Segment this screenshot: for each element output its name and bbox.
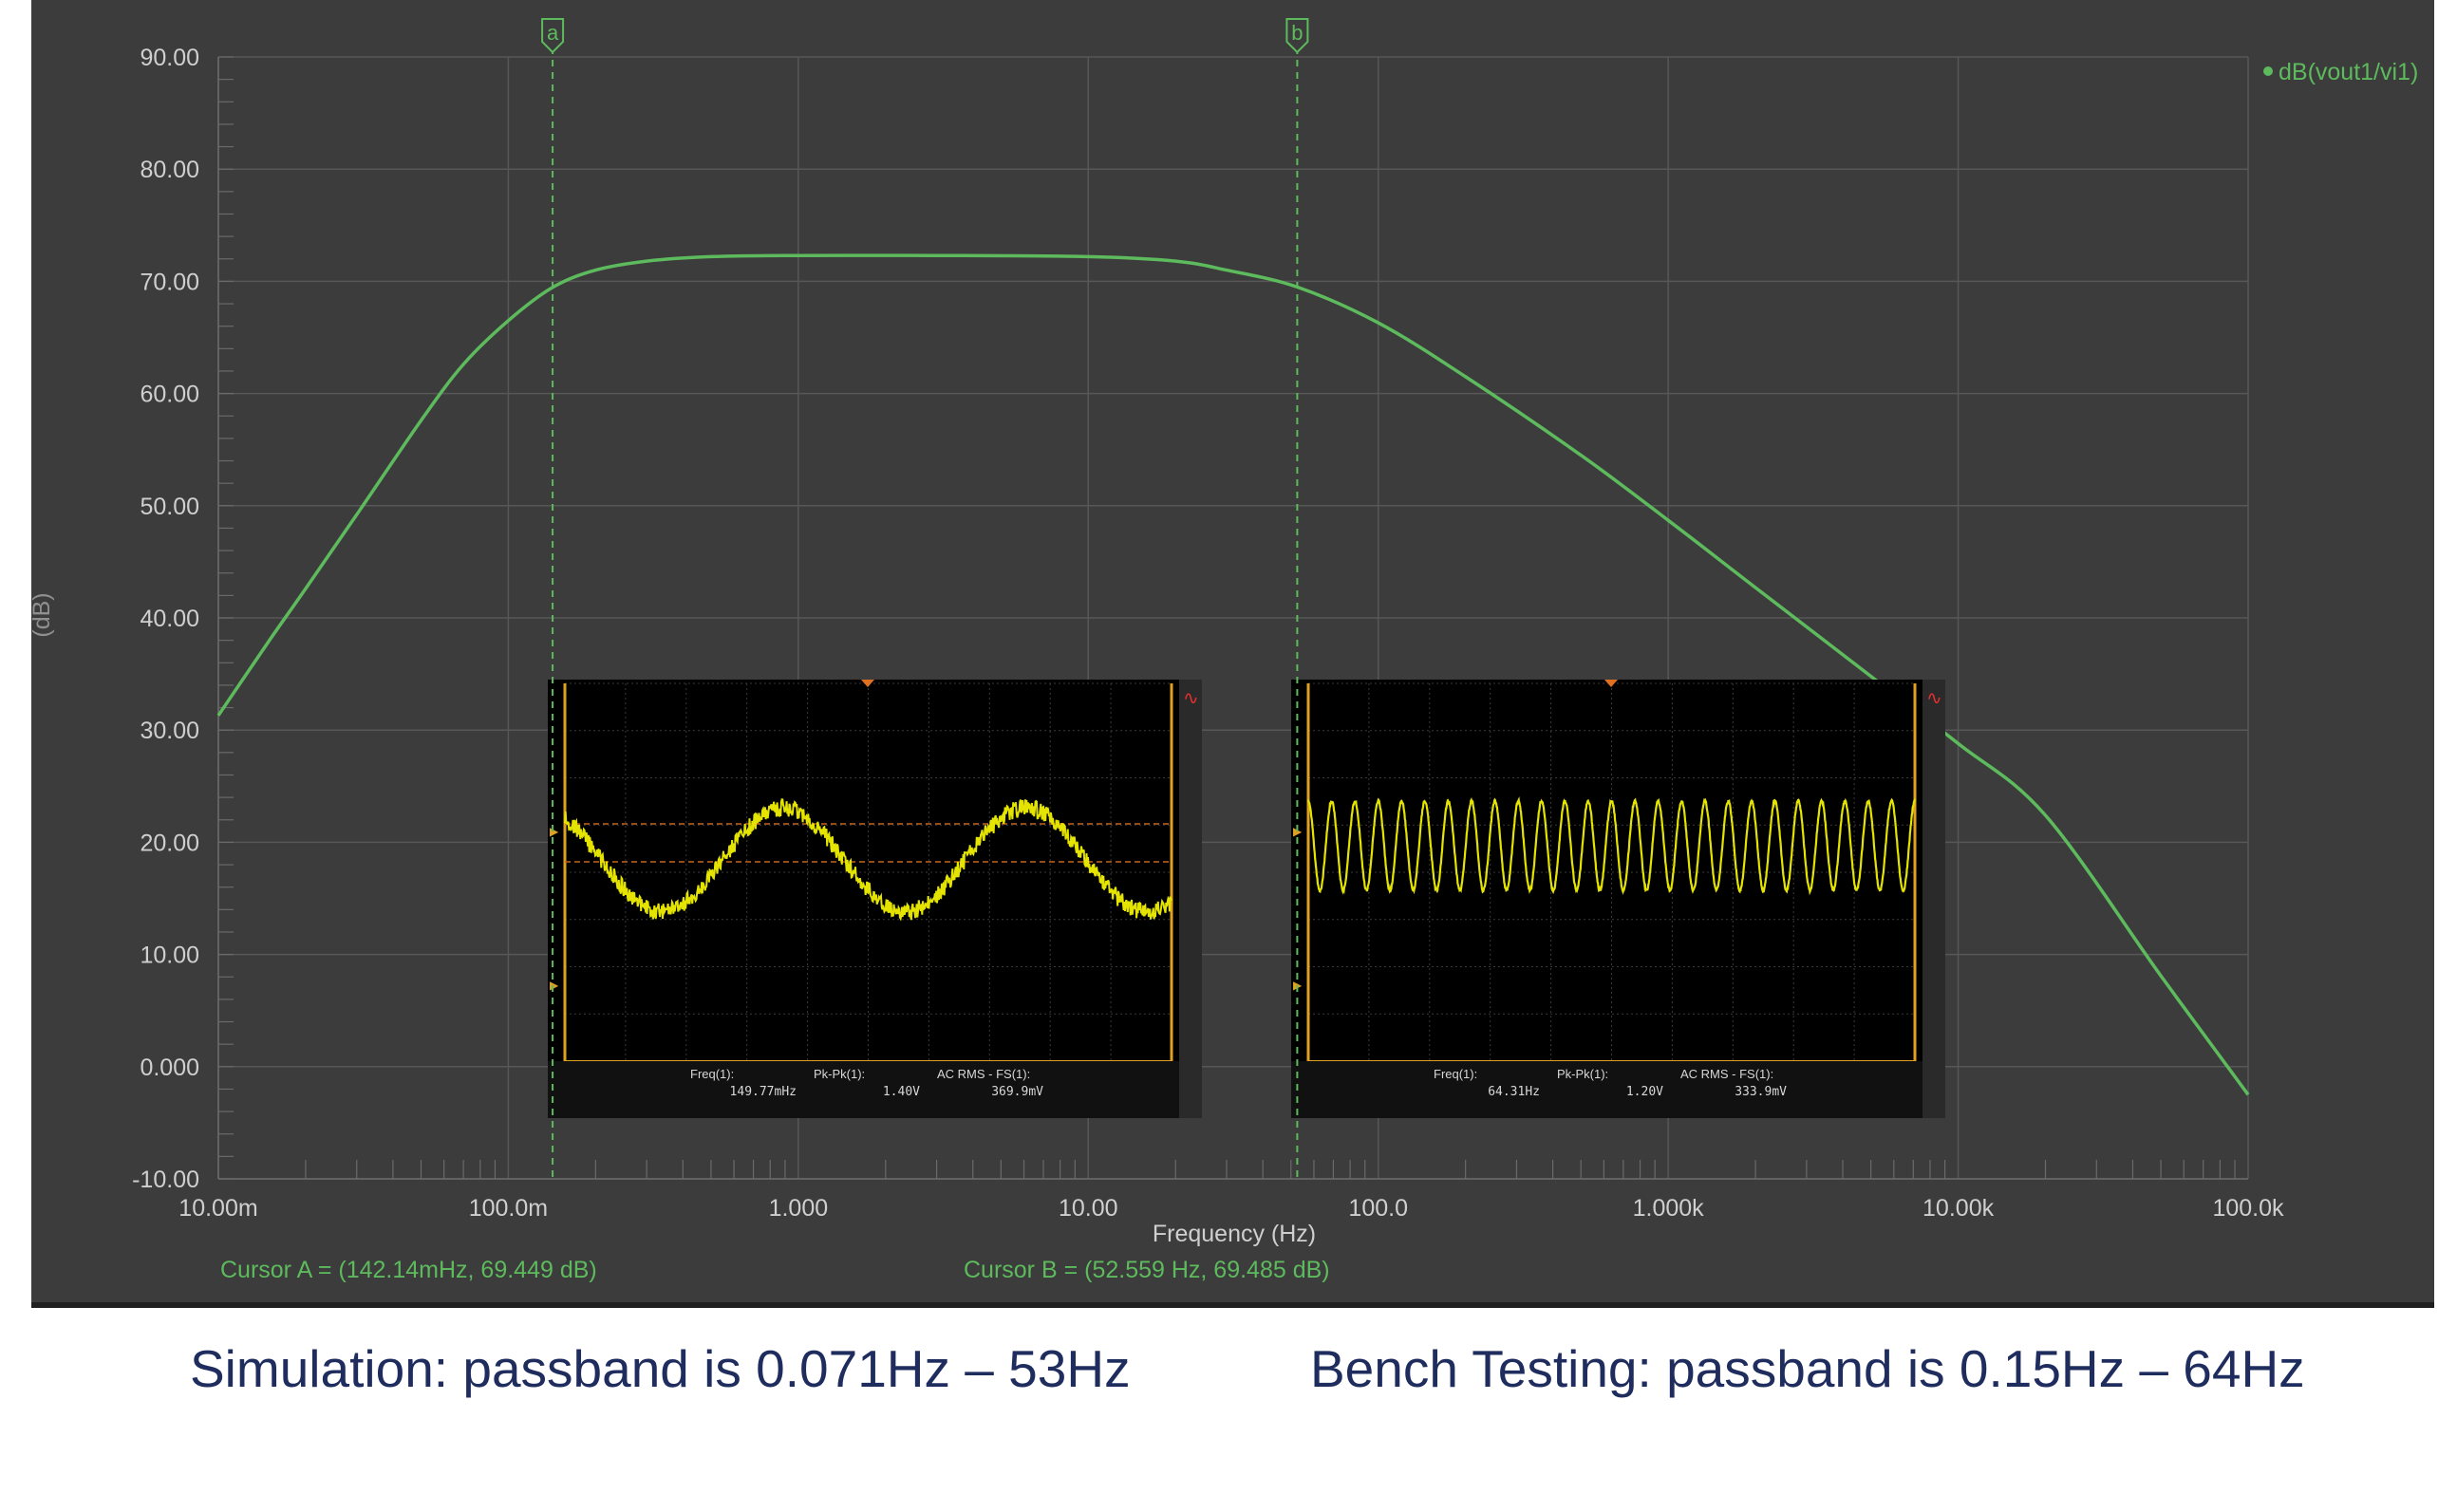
scope-waveform bbox=[1306, 796, 1917, 896]
scope-inset-1: ▶ ▶ ∿ Freq(1): 149.77mHz Pk-Pk(1): 1.40V AC RMS… bbox=[548, 680, 1202, 1118]
scope-screen bbox=[1291, 680, 1945, 1118]
y-tick-label: 20.00 bbox=[140, 830, 199, 856]
y-tick-label: -10.00 bbox=[132, 1167, 199, 1193]
scope-run-icon: ∿ bbox=[1926, 686, 1942, 709]
scope-measure-value: 369.9mV bbox=[991, 1085, 1043, 1099]
bench-caption: Bench Testing: passband is 0.15Hz – 64Hz bbox=[1310, 1339, 2305, 1398]
scope-ground-marker: ▶ bbox=[550, 979, 559, 992]
simulation-caption: Simulation: passband is 0.071Hz – 53Hz bbox=[190, 1339, 1131, 1398]
plot-bottom-strip bbox=[31, 1302, 2434, 1308]
x-tick-label: 10.00k bbox=[1922, 1195, 1995, 1222]
axes: 90.00 80.00 70.00 60.00 50.00 40.00 30.00 20.00… bbox=[132, 45, 2284, 1222]
legend-marker bbox=[2263, 66, 2273, 76]
legend-label[interactable]: dB(vout1/vi1) bbox=[2279, 59, 2418, 85]
scope-measure-label: Pk-Pk(1): bbox=[1557, 1067, 1608, 1081]
scope-measure-value: 333.9mV bbox=[1735, 1085, 1787, 1099]
x-tick-label: 100.0k bbox=[2212, 1195, 2284, 1222]
cursor-b-flag bbox=[1285, 18, 1309, 54]
y-tick-label: 80.00 bbox=[140, 157, 199, 183]
cursor-b-marker-label: b bbox=[1291, 21, 1303, 45]
cursor-a-readout: Cursor A = (142.14mHz, 69.449 dB) bbox=[220, 1257, 597, 1283]
scope-measure-value: 1.40V bbox=[883, 1085, 920, 1099]
x-tick-label: 1.000 bbox=[769, 1195, 829, 1222]
y-axis-label: (dB) bbox=[28, 592, 55, 637]
scope-side-strip bbox=[1179, 680, 1202, 1118]
scope-measure-label: AC RMS - FS(1): bbox=[1680, 1067, 1773, 1081]
y-tick-label: 30.00 bbox=[140, 718, 199, 744]
x-tick-label: 10.00 bbox=[1059, 1195, 1118, 1222]
scope-side-strip bbox=[1922, 680, 1945, 1118]
chart-labels: (dB) Frequency (Hz) Cursor A = (142.14mH… bbox=[28, 59, 2418, 1283]
y-tick-label: 0.000 bbox=[140, 1055, 199, 1081]
scope-measure-value: 64.31Hz bbox=[1488, 1085, 1540, 1099]
cursor-b-readout: Cursor B = (52.559 Hz, 69.485 dB) bbox=[964, 1257, 1330, 1283]
scope-measure-value: 149.77mHz bbox=[730, 1085, 797, 1099]
scope-trigger-marker bbox=[861, 680, 874, 687]
scope-measure-label: Pk-Pk(1): bbox=[814, 1067, 865, 1081]
y-tick-label: 60.00 bbox=[140, 382, 199, 408]
scope-run-icon: ∿ bbox=[1183, 686, 1199, 709]
scope-measure-value: 1.20V bbox=[1626, 1085, 1663, 1099]
scope-waveform bbox=[564, 798, 1172, 922]
y-tick-label: 10.00 bbox=[140, 943, 199, 969]
x-tick-label: 1.000k bbox=[1633, 1195, 1705, 1222]
scope-measure-bar bbox=[548, 1061, 1179, 1118]
scope-measure-bar bbox=[1291, 1061, 1922, 1118]
x-tick-label: 10.00m bbox=[178, 1195, 257, 1222]
scope-trigger-marker bbox=[1604, 680, 1618, 687]
scope-measure-label: Freq(1): bbox=[1434, 1067, 1477, 1081]
y-tick-label: 90.00 bbox=[140, 45, 199, 71]
y-tick-label: 70.00 bbox=[140, 269, 199, 295]
plot-panel bbox=[31, 0, 2434, 1302]
x-tick-label: 100.0m bbox=[469, 1195, 548, 1222]
scope-ch1-marker: ▶ bbox=[550, 825, 559, 838]
x-tick-label: 100.0 bbox=[1348, 1195, 1408, 1222]
cursor-a-flag bbox=[541, 18, 565, 54]
y-tick-label: 50.00 bbox=[140, 494, 199, 520]
y-tick-label: 40.00 bbox=[140, 606, 199, 632]
scope-measure-label: Freq(1): bbox=[690, 1067, 734, 1081]
scope-insets: ▶ ▶ ∿ Freq(1): 149.77mHz Pk-Pk(1): 1.40V AC RMS… bbox=[548, 680, 1945, 1118]
scope-measure-label: AC RMS - FS(1): bbox=[937, 1067, 1030, 1081]
x-axis-label: Frequency (Hz) bbox=[1153, 1221, 1316, 1247]
cursor-a-marker-label: a bbox=[547, 21, 559, 45]
